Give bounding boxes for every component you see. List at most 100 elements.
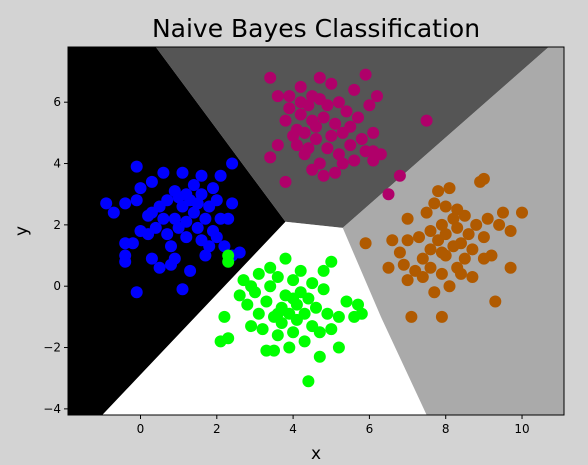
data-point-blue <box>168 252 181 265</box>
y-axis-label: y <box>12 226 32 236</box>
data-point-blue <box>134 182 147 195</box>
y-tick-label: 6 <box>53 95 61 109</box>
data-point-orange <box>401 234 414 247</box>
data-point-blue <box>226 197 239 210</box>
data-point-orange <box>458 252 471 265</box>
data-point-blue <box>195 169 208 182</box>
x-tick-label: 6 <box>366 422 374 436</box>
data-point-green <box>332 341 345 354</box>
data-point-green <box>256 323 269 336</box>
x-tick-label: 2 <box>213 422 221 436</box>
data-point-magenta <box>279 114 292 127</box>
data-point-green <box>317 283 330 296</box>
data-point-blue <box>130 194 143 207</box>
x-tick-label: 8 <box>442 422 450 436</box>
data-point-blue <box>184 264 197 277</box>
data-point-blue <box>134 225 147 237</box>
y-tick-label: 0 <box>53 279 61 293</box>
data-point-green <box>252 267 265 280</box>
data-point-green <box>233 289 246 302</box>
data-point-blue <box>222 212 235 225</box>
data-point-blue <box>210 194 223 207</box>
data-point-orange <box>439 228 452 241</box>
data-point-green <box>241 298 254 311</box>
data-point-magenta <box>271 139 284 152</box>
data-point-orange <box>493 218 506 231</box>
data-point-blue <box>149 221 162 234</box>
data-point-blue <box>195 188 208 201</box>
data-point-green <box>264 280 277 293</box>
data-point-green <box>321 307 334 320</box>
data-point-green <box>218 310 231 323</box>
data-point-orange <box>393 246 406 259</box>
data-point-orange <box>504 261 517 274</box>
data-point-magenta <box>329 166 342 179</box>
data-point-orange <box>489 295 502 308</box>
data-point-orange <box>424 243 437 256</box>
data-point-orange <box>435 218 448 231</box>
data-point-orange <box>435 267 448 280</box>
data-point-magenta <box>359 68 372 81</box>
data-point-orange <box>413 231 425 244</box>
region-green <box>102 221 427 415</box>
data-point-blue <box>100 197 113 210</box>
data-point-magenta <box>329 117 342 130</box>
data-point-orange <box>382 261 395 274</box>
data-point-orange <box>470 218 483 231</box>
data-point-green <box>317 264 330 277</box>
data-point-magenta <box>317 111 330 124</box>
data-point-green <box>271 329 284 342</box>
data-point-orange <box>481 212 494 225</box>
y-tick-label: −4 <box>43 402 61 416</box>
data-point-magenta <box>344 120 357 133</box>
data-point-orange <box>386 234 399 247</box>
data-point-magenta <box>325 77 338 90</box>
data-point-orange <box>516 206 528 219</box>
data-point-magenta <box>363 99 376 112</box>
data-point-orange <box>401 274 414 287</box>
data-point-blue <box>119 197 132 210</box>
data-point-green <box>298 307 311 320</box>
data-point-magenta <box>332 148 345 161</box>
data-point-green <box>264 261 277 274</box>
data-point-blue <box>161 194 174 207</box>
data-point-blue <box>107 206 120 219</box>
data-point-magenta <box>279 175 292 188</box>
data-point-magenta <box>290 139 303 152</box>
plot-frame <box>67 46 565 416</box>
x-axis-ticks: 0 2 4 6 8 10 <box>137 415 530 436</box>
data-point-blue <box>207 182 219 195</box>
data-point-blue <box>191 197 204 210</box>
data-point-blue <box>142 209 155 222</box>
data-point-green <box>302 375 315 388</box>
data-point-blue <box>168 212 181 225</box>
data-point-blue <box>176 283 189 296</box>
data-point-magenta <box>321 142 334 155</box>
data-point-magenta <box>340 105 353 118</box>
data-point-blue <box>157 166 170 179</box>
data-point-magenta <box>332 96 345 109</box>
data-point-magenta <box>325 129 338 142</box>
data-point-magenta <box>302 142 315 155</box>
data-point-magenta <box>310 133 322 145</box>
data-point-blue <box>187 179 200 191</box>
data-point-orange <box>466 271 479 283</box>
data-point-orange <box>424 261 437 274</box>
data-point-green <box>325 255 338 268</box>
data-point-orange <box>405 310 418 323</box>
data-point-magenta <box>352 111 364 124</box>
data-point-orange <box>439 200 452 213</box>
data-point-green <box>279 252 292 265</box>
data-point-green <box>355 307 368 320</box>
data-point-green <box>313 350 326 363</box>
x-axis-label: x <box>311 444 321 464</box>
data-point-magenta <box>317 169 330 182</box>
data-point-magenta <box>336 157 349 170</box>
x-tick-label: 0 <box>137 422 145 436</box>
data-point-orange <box>451 221 464 234</box>
data-point-blue <box>233 246 246 259</box>
region-magenta <box>155 47 549 228</box>
data-point-green <box>287 274 300 287</box>
data-point-green <box>306 277 319 290</box>
